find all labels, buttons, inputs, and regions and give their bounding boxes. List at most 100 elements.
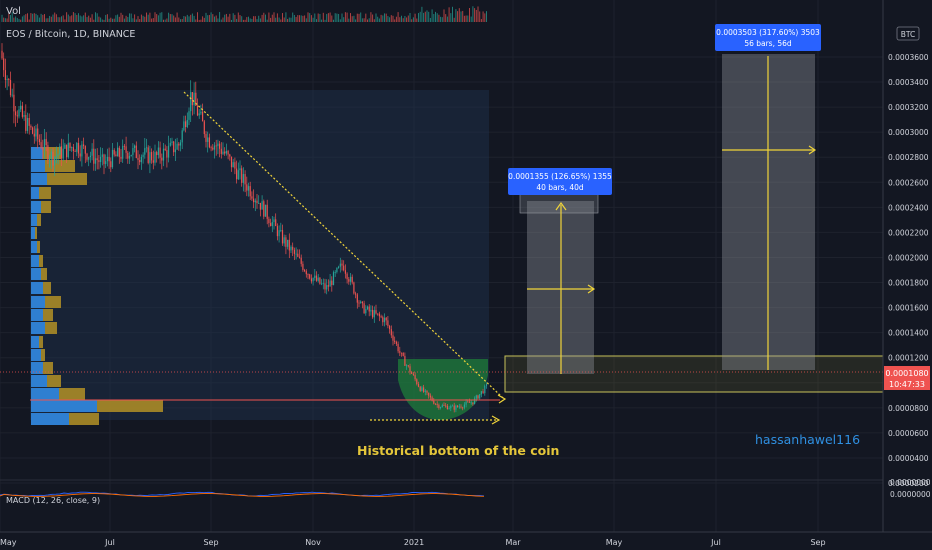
volume-bar bbox=[151, 18, 153, 22]
candle-body bbox=[387, 320, 389, 326]
candle-body bbox=[219, 143, 221, 149]
candle-body bbox=[55, 155, 57, 158]
candle-body bbox=[157, 147, 159, 156]
volume-bar bbox=[300, 15, 302, 22]
candle-body bbox=[317, 277, 319, 281]
candle-body bbox=[484, 385, 486, 394]
measure-arrow-right-2 bbox=[808, 145, 817, 155]
candle-body bbox=[348, 279, 350, 282]
candle-body bbox=[195, 92, 197, 106]
candle-body bbox=[287, 239, 289, 247]
price-tick-label: 0.0003000 bbox=[888, 128, 929, 137]
candle-body bbox=[446, 405, 448, 410]
volume-bar bbox=[453, 17, 455, 22]
volume-profile-bar-blue bbox=[31, 201, 41, 213]
candle-body bbox=[434, 403, 437, 405]
volume-bar bbox=[93, 19, 95, 22]
candle-body bbox=[280, 230, 282, 231]
candle-body bbox=[305, 271, 307, 275]
candle-body bbox=[416, 379, 418, 385]
volume-bar bbox=[137, 16, 139, 22]
candle-body bbox=[33, 133, 35, 137]
volume-bar bbox=[283, 17, 285, 22]
candle-body bbox=[421, 387, 423, 391]
price-tick-label: 0.0000800 bbox=[888, 404, 929, 413]
measure-target-1 bbox=[519, 192, 599, 214]
candle-body bbox=[331, 280, 333, 285]
candle-body bbox=[455, 405, 457, 410]
candle-body bbox=[298, 256, 301, 258]
candle-body bbox=[181, 130, 183, 143]
volume-bar bbox=[154, 12, 156, 22]
candle-body bbox=[81, 144, 83, 157]
volume-bar bbox=[130, 13, 132, 22]
currency-badge[interactable] bbox=[896, 26, 920, 41]
candle-body bbox=[225, 151, 227, 154]
candle-body bbox=[366, 306, 369, 310]
volume-bar bbox=[346, 12, 348, 22]
volume-bar bbox=[227, 16, 229, 22]
volume-profile-bar-gold bbox=[47, 375, 61, 387]
volume-bar bbox=[244, 19, 246, 22]
volume-bar bbox=[169, 14, 171, 22]
candle-body bbox=[457, 405, 459, 408]
volume-bar bbox=[479, 11, 481, 22]
volume-bar bbox=[144, 16, 146, 22]
volume-bar bbox=[214, 16, 215, 22]
candle-body bbox=[249, 186, 251, 197]
time-axis-ticks[interactable]: May Jul Sep Nov 2021 Mar May Jul Sep bbox=[0, 538, 826, 547]
candle-body bbox=[77, 142, 80, 154]
volume-bar bbox=[353, 15, 355, 22]
candle-body bbox=[147, 147, 149, 163]
volume-bar bbox=[321, 19, 323, 22]
volume-bar bbox=[6, 18, 8, 22]
candle-body bbox=[365, 309, 367, 314]
candle-body bbox=[84, 146, 86, 154]
volume-bar bbox=[394, 19, 396, 22]
candle-body bbox=[162, 148, 165, 161]
volume-profile-bar-gold bbox=[43, 309, 53, 321]
support-zone bbox=[504, 355, 884, 393]
candle-body bbox=[309, 274, 311, 279]
volume-bar bbox=[355, 19, 357, 22]
volume-bar bbox=[436, 13, 438, 22]
price-axis[interactable] bbox=[883, 0, 932, 550]
candle-body bbox=[314, 275, 316, 278]
time-tick-label: Sep bbox=[810, 538, 825, 547]
candle-body bbox=[322, 283, 324, 285]
volume-bar bbox=[477, 6, 479, 22]
price-tick-label: 0.0001800 bbox=[888, 279, 929, 288]
volume-profile-bar-gold bbox=[45, 296, 61, 308]
volume-bar bbox=[171, 14, 173, 22]
volume-profile-bar-gold bbox=[35, 227, 37, 239]
volume-bar bbox=[263, 12, 265, 22]
candle-body bbox=[244, 174, 246, 185]
volume-bar bbox=[210, 12, 212, 22]
volume-bar bbox=[469, 7, 470, 22]
candle-body bbox=[88, 156, 90, 160]
candle-body bbox=[123, 145, 125, 147]
volume-bar bbox=[15, 16, 17, 22]
candle-body bbox=[208, 137, 210, 148]
volume-bar bbox=[370, 12, 372, 22]
candle-body bbox=[470, 402, 472, 404]
candle-body bbox=[166, 150, 168, 158]
volume-bar bbox=[297, 15, 299, 22]
candle-body bbox=[236, 168, 238, 180]
candle-body bbox=[232, 162, 234, 168]
volume-bar bbox=[452, 6, 453, 22]
candle-body bbox=[222, 151, 224, 154]
volume-bar bbox=[395, 16, 397, 22]
candle-body bbox=[302, 263, 304, 271]
volume-bar bbox=[242, 19, 244, 22]
volume-bar bbox=[341, 13, 343, 22]
volume-bar bbox=[135, 19, 137, 22]
volume-bar bbox=[98, 16, 100, 22]
candle-body bbox=[259, 202, 261, 210]
candle-body bbox=[159, 147, 161, 158]
volume-profile-bar-gold bbox=[39, 187, 51, 199]
volume-profile-bar-blue bbox=[31, 336, 39, 348]
volume-bar bbox=[440, 16, 442, 22]
candle-body bbox=[169, 142, 171, 146]
candle-body bbox=[385, 317, 387, 321]
